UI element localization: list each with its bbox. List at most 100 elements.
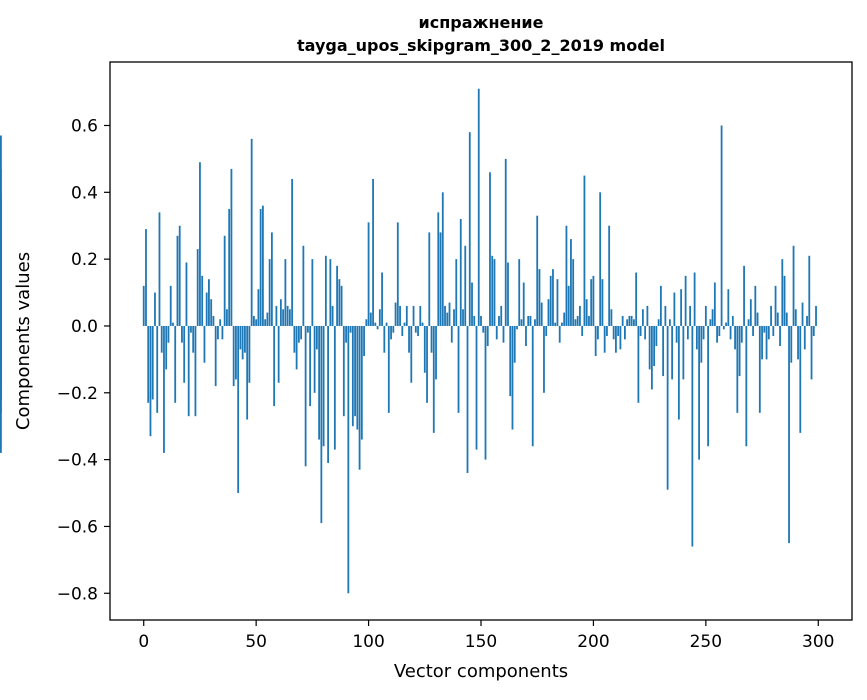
bar bbox=[621, 315, 624, 326]
bar bbox=[257, 289, 260, 326]
bar bbox=[657, 319, 660, 326]
bar bbox=[172, 322, 174, 326]
bar bbox=[187, 325, 190, 417]
bar bbox=[576, 315, 579, 326]
bar bbox=[347, 325, 350, 594]
bar bbox=[401, 325, 404, 336]
bar bbox=[430, 325, 433, 353]
plot-frame bbox=[109, 61, 853, 621]
bar bbox=[588, 315, 590, 326]
bar bbox=[567, 285, 570, 326]
bar bbox=[626, 319, 629, 326]
bar bbox=[230, 168, 233, 326]
bar bbox=[547, 299, 550, 326]
chart-title-line-1: испражнение bbox=[419, 13, 544, 32]
bar bbox=[511, 325, 514, 430]
bar bbox=[354, 325, 356, 417]
bar bbox=[736, 325, 739, 413]
bar bbox=[624, 325, 626, 340]
bar bbox=[689, 305, 692, 326]
bar bbox=[178, 225, 181, 326]
bar bbox=[286, 305, 289, 326]
bar bbox=[410, 325, 413, 383]
bar bbox=[194, 325, 197, 417]
bar bbox=[372, 178, 374, 326]
bar bbox=[691, 325, 694, 547]
bar bbox=[673, 292, 676, 326]
bar bbox=[408, 325, 410, 353]
bar bbox=[145, 229, 147, 326]
bar bbox=[349, 325, 352, 333]
bar bbox=[208, 279, 210, 326]
bar bbox=[790, 325, 793, 363]
bar bbox=[770, 305, 772, 326]
bar bbox=[513, 325, 516, 363]
bar bbox=[695, 325, 698, 350]
bar bbox=[226, 309, 228, 326]
bar bbox=[176, 235, 179, 326]
bar bbox=[743, 265, 745, 326]
bar bbox=[531, 325, 534, 447]
bar bbox=[435, 325, 437, 380]
bar bbox=[725, 322, 727, 326]
bar bbox=[615, 325, 617, 353]
bar bbox=[754, 285, 757, 326]
y-tick-label: 0.6 bbox=[71, 116, 98, 136]
bar bbox=[158, 212, 161, 326]
bar bbox=[606, 325, 608, 336]
bar bbox=[702, 325, 705, 340]
bar bbox=[210, 299, 213, 326]
bar bbox=[196, 249, 199, 326]
bar bbox=[241, 325, 244, 360]
bar bbox=[633, 319, 635, 326]
y-tick-label: 0.0 bbox=[71, 317, 98, 337]
bar bbox=[644, 325, 647, 340]
bar bbox=[475, 325, 478, 450]
bar bbox=[772, 325, 775, 336]
bar bbox=[480, 315, 482, 326]
bar bbox=[304, 325, 307, 467]
bar bbox=[0, 325, 2, 453]
bar bbox=[336, 265, 338, 326]
bar bbox=[426, 325, 428, 403]
x-tick-label: 200 bbox=[577, 632, 609, 652]
bar bbox=[740, 325, 743, 343]
bar bbox=[306, 325, 309, 333]
bar bbox=[358, 325, 361, 470]
bar bbox=[774, 285, 777, 326]
bar bbox=[668, 319, 671, 326]
bar bbox=[727, 289, 730, 326]
bar bbox=[720, 125, 723, 326]
bar bbox=[529, 315, 532, 326]
bar bbox=[266, 312, 269, 326]
bar bbox=[147, 325, 150, 403]
bar bbox=[217, 325, 219, 340]
bar bbox=[441, 192, 444, 326]
bar bbox=[439, 232, 442, 326]
bar bbox=[279, 299, 282, 326]
bar bbox=[387, 325, 390, 413]
bar bbox=[154, 292, 156, 326]
bar bbox=[592, 275, 595, 326]
bar bbox=[453, 309, 455, 326]
bar bbox=[244, 325, 246, 353]
bar bbox=[671, 325, 674, 380]
bar bbox=[655, 325, 658, 347]
bar bbox=[502, 325, 505, 343]
bar bbox=[221, 325, 224, 340]
bar bbox=[367, 222, 370, 326]
bar bbox=[356, 325, 359, 430]
bar bbox=[556, 279, 559, 326]
bar bbox=[666, 325, 669, 490]
bar bbox=[270, 232, 273, 326]
bar bbox=[417, 325, 419, 336]
bar bbox=[630, 315, 633, 326]
bar bbox=[585, 299, 588, 326]
bar bbox=[522, 282, 525, 326]
bar bbox=[365, 319, 368, 326]
bar bbox=[783, 275, 786, 326]
x-tick-label: 0 bbox=[138, 632, 149, 652]
bar bbox=[635, 272, 638, 326]
bar bbox=[288, 309, 291, 326]
